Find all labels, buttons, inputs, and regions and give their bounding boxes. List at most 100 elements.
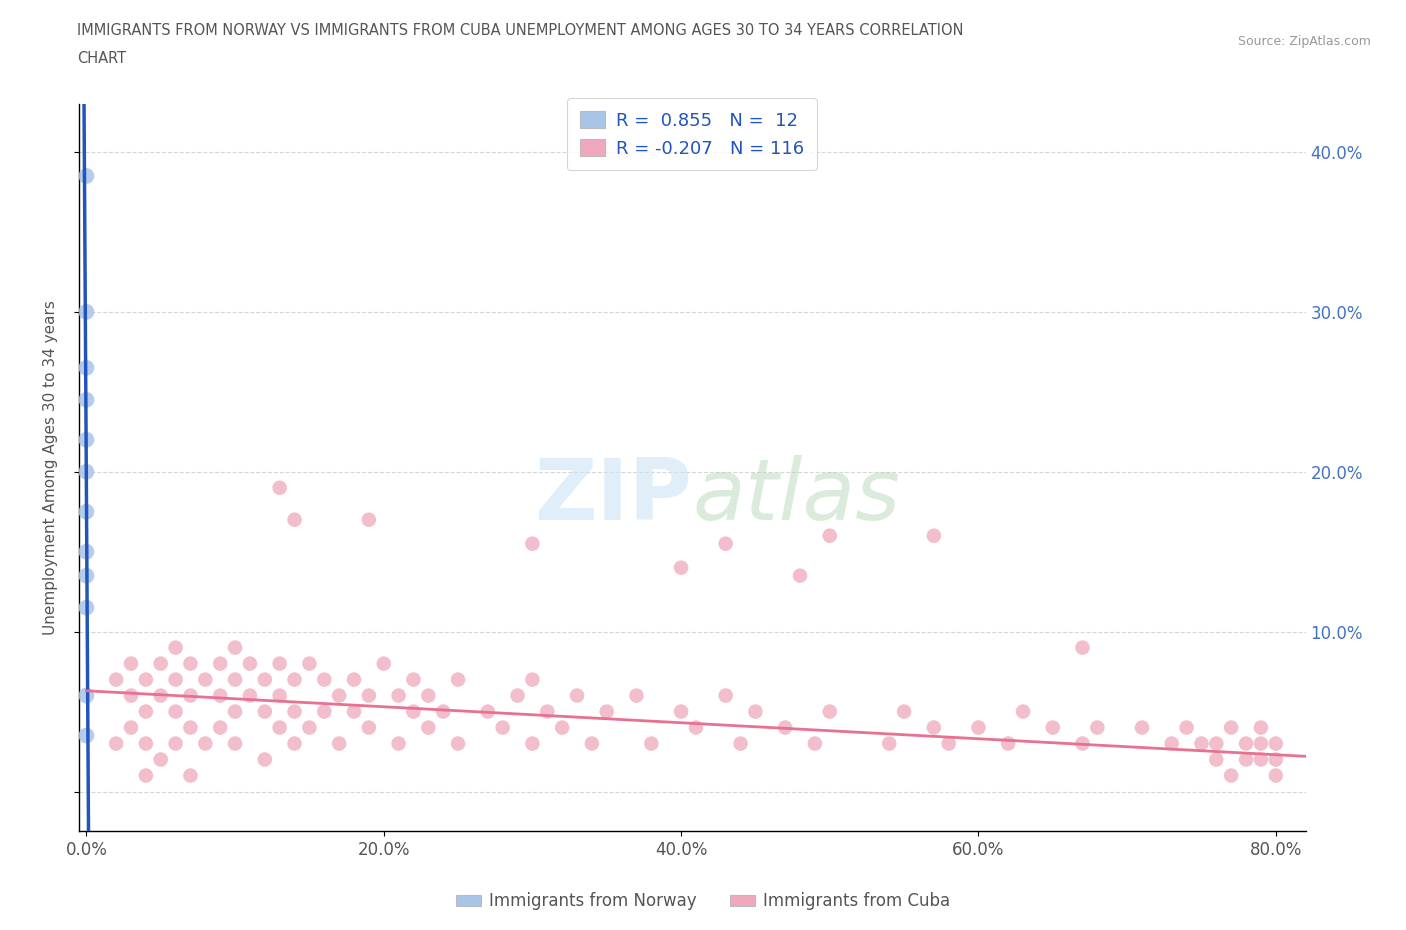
Point [75,304,97,319]
Point [75,432,97,447]
Point [269,688,291,703]
Point [1042,720,1064,735]
Point [1160,737,1182,751]
Point [357,512,380,527]
Point [209,720,232,735]
Point [418,720,440,735]
Point [314,704,336,719]
Point [149,657,172,671]
Point [804,737,827,751]
Point [730,737,752,751]
Point [581,737,603,751]
Point [640,737,662,751]
Point [1234,737,1257,751]
Point [1264,752,1286,767]
Point [922,720,945,735]
Point [551,720,574,735]
Text: IMMIGRANTS FROM NORWAY VS IMMIGRANTS FROM CUBA UNEMPLOYMENT AMONG AGES 30 TO 34 : IMMIGRANTS FROM NORWAY VS IMMIGRANTS FRO… [77,23,965,38]
Point [522,537,544,551]
Point [283,512,305,527]
Point [283,704,305,719]
Point [269,657,291,671]
Point [1220,720,1243,735]
Point [373,657,395,671]
Point [165,640,187,655]
Point [253,752,276,767]
Point [209,657,232,671]
Point [75,504,97,519]
Point [1012,704,1035,719]
Point [1085,720,1108,735]
Point [1130,720,1153,735]
Point [565,688,588,703]
Point [669,704,692,719]
Point [1175,720,1198,735]
Point [194,737,217,751]
Point [75,544,97,559]
Point [388,737,411,751]
Point [224,672,246,687]
Point [75,600,97,615]
Point [744,704,766,719]
Point [298,720,321,735]
Point [343,672,366,687]
Text: Source: ZipAtlas.com: Source: ZipAtlas.com [1237,35,1371,48]
Point [75,568,97,583]
Point [224,737,246,751]
Point [447,737,470,751]
Point [120,657,142,671]
Point [105,737,128,751]
Point [283,672,305,687]
Point [75,688,97,703]
Point [818,528,841,543]
Point [536,704,558,719]
Text: atlas: atlas [692,456,900,538]
Point [239,688,262,703]
Point [357,688,380,703]
Point [328,688,350,703]
Point [1205,737,1227,751]
Point [877,737,900,751]
Point [1250,720,1272,735]
Point [149,752,172,767]
Text: ZIP: ZIP [534,456,692,538]
Point [714,537,737,551]
Point [253,704,276,719]
Point [75,168,97,183]
Point [818,704,841,719]
Point [402,704,425,719]
Point [685,720,707,735]
Point [314,672,336,687]
Point [596,704,619,719]
Point [357,720,380,735]
Point [1250,752,1272,767]
Point [75,464,97,479]
Point [418,688,440,703]
Point [253,672,276,687]
Y-axis label: Unemployment Among Ages 30 to 34 years: Unemployment Among Ages 30 to 34 years [44,300,58,635]
Point [135,672,157,687]
Point [669,560,692,575]
Point [75,392,97,407]
Point [179,688,201,703]
Point [194,672,217,687]
Point [269,720,291,735]
Point [179,657,201,671]
Point [922,528,945,543]
Point [789,568,811,583]
Point [1220,768,1243,783]
Point [328,737,350,751]
Point [1071,737,1094,751]
Point [179,720,201,735]
Point [343,704,366,719]
Point [388,688,411,703]
Point [506,688,529,703]
Point [209,688,232,703]
Point [492,720,515,735]
Point [1205,752,1227,767]
Point [626,688,648,703]
Point [120,720,142,735]
Text: CHART: CHART [77,51,127,66]
Point [1191,737,1213,751]
Point [224,640,246,655]
